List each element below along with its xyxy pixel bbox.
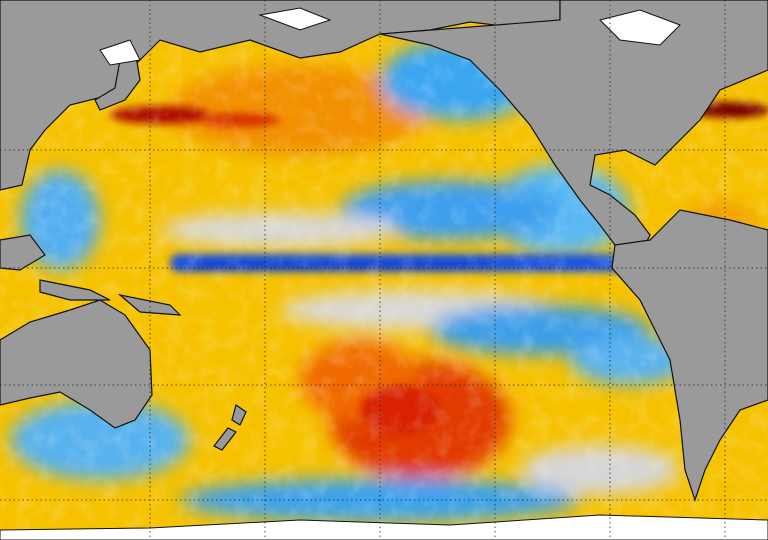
indonesia bbox=[0, 234, 182, 316]
sea-ice bbox=[99, 7, 681, 66]
north-america bbox=[379, 0, 768, 256]
new-zealand bbox=[213, 404, 247, 451]
south-america bbox=[611, 209, 768, 502]
australia bbox=[0, 299, 153, 429]
antarctica bbox=[0, 514, 768, 540]
